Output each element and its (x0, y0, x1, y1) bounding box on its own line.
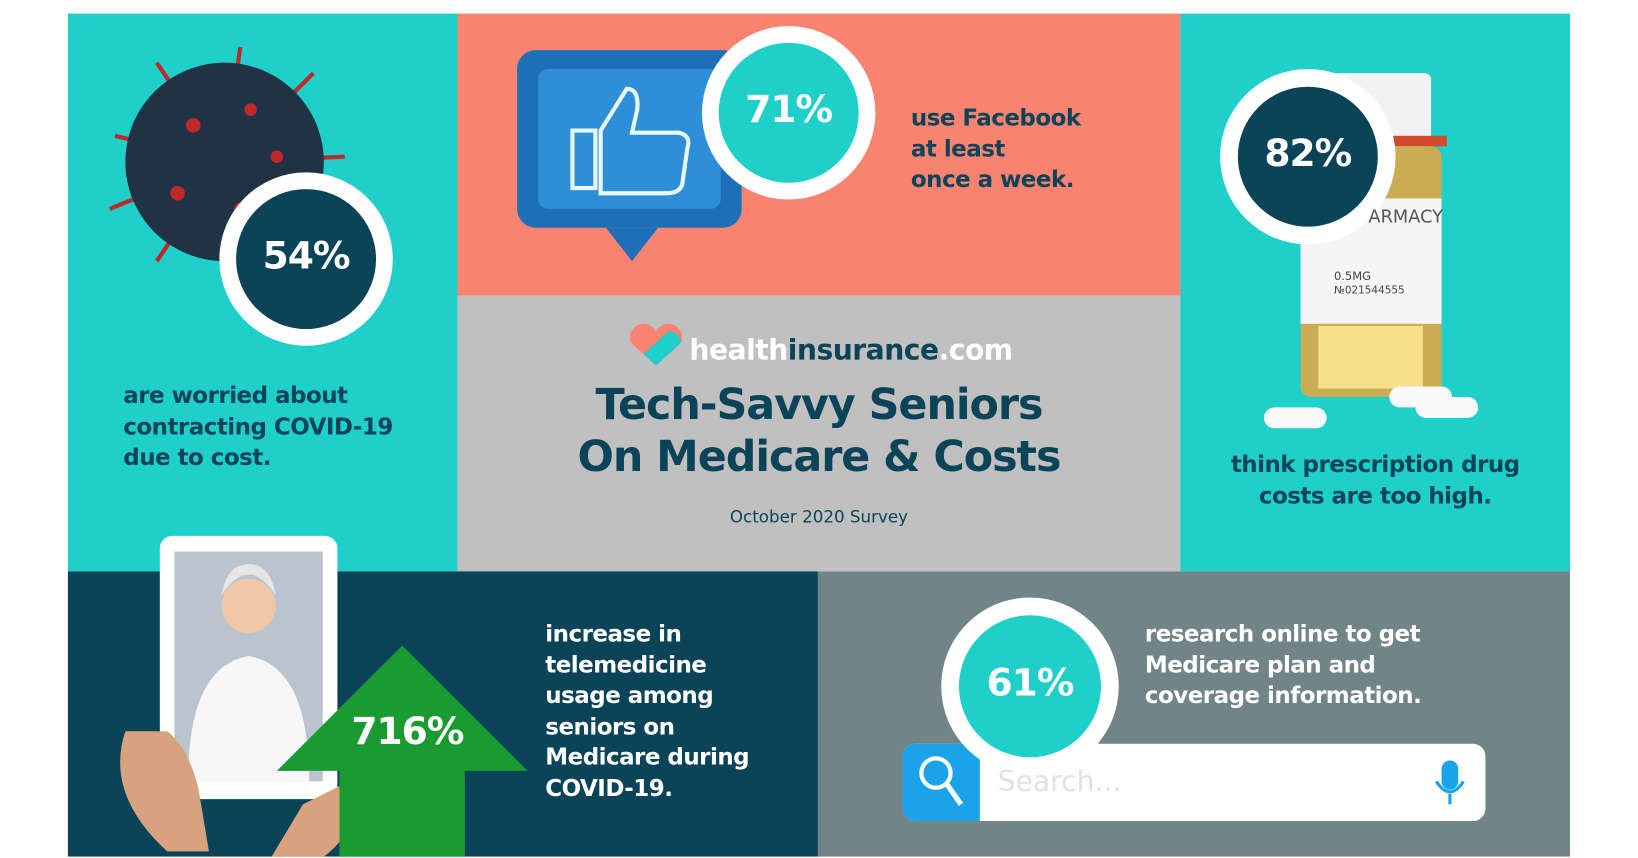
text-line: think prescription drug (1230, 452, 1520, 479)
text-line: costs are too high. (1258, 483, 1492, 510)
search-icon (944, 781, 964, 806)
stat-text: research online to get Medicare plan and c… (1144, 619, 1422, 711)
tablet-illustration (120, 535, 352, 857)
stat-value: 71% (745, 88, 833, 132)
subtitle: October 2020 Survey (729, 506, 909, 527)
text-line: Medicare during (545, 744, 750, 771)
text-line: due to cost. (123, 444, 271, 472)
text-line: coverage information. (1144, 683, 1422, 710)
stat-disc (1237, 86, 1378, 227)
logo-text: health (689, 334, 788, 367)
search-button (902, 743, 980, 822)
stat-disc (718, 42, 859, 183)
stat-text: are worried about contracting COVID-19 due… (123, 381, 393, 473)
text-line: On Medicare & Costs (577, 431, 1062, 482)
pill-brand: ARMACY (1368, 206, 1444, 228)
logo-text: .com (938, 334, 1014, 367)
text-line: at least (910, 136, 1005, 163)
like-icon (517, 50, 742, 262)
text-line: Medicare plan and (1144, 652, 1376, 679)
text-line: contracting COVID-19 (123, 414, 393, 441)
panel (457, 295, 1181, 572)
text-line: Tech-Savvy Seniors (595, 379, 1043, 430)
pill-dose: 0.5MG (1333, 269, 1372, 284)
mic-icon (1441, 760, 1459, 790)
stat-value: 54% (262, 235, 351, 278)
text-line: seniors on (545, 713, 675, 741)
logo: healthinsurance.com (689, 334, 1014, 367)
pill-code: №021544555 (1333, 285, 1405, 297)
text-line: usage among (545, 683, 714, 710)
stat-text: think prescription drug costs are too hig… (1180, 450, 1570, 512)
text-line: COVID-19. (545, 775, 673, 802)
search-icon (919, 756, 953, 790)
text-line: are worried about (123, 383, 348, 410)
title: Tech-Savvy Seniors On Medicare & Costs (458, 378, 1181, 482)
search-placeholder: Search... (997, 765, 1122, 799)
stat-value: 61% (986, 662, 1075, 706)
stat-value: 82% (1264, 132, 1352, 176)
stat-disc (958, 615, 1102, 758)
stat-text: increase in telemedicine usage among senior… (545, 619, 749, 804)
text-line: use Facebook (910, 105, 1081, 132)
mic-icon (1435, 780, 1465, 805)
stat-value: 716% (351, 710, 464, 754)
logo-text: insurance (787, 334, 939, 367)
text-line: telemedicine (545, 652, 707, 679)
text-line: increase in (545, 621, 682, 648)
logo-icon (643, 331, 682, 366)
stat-disc (236, 189, 377, 330)
stat-text: use Facebook at least once a week. (911, 103, 1081, 195)
text-line: once a week. (910, 167, 1075, 194)
text-line: research online to get (1144, 621, 1421, 648)
